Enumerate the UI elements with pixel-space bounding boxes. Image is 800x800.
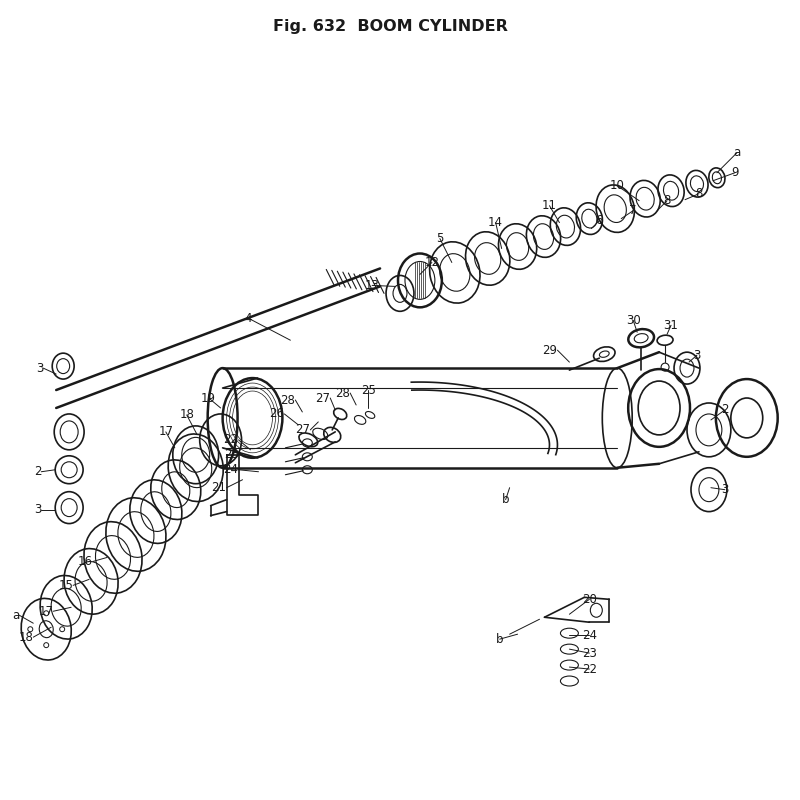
- Text: 24: 24: [582, 629, 597, 642]
- Text: 22: 22: [223, 434, 238, 446]
- Text: a: a: [12, 609, 19, 622]
- Text: 18: 18: [179, 409, 194, 422]
- Text: 11: 11: [542, 199, 557, 212]
- Text: 28: 28: [335, 386, 350, 399]
- Text: 22: 22: [582, 662, 597, 675]
- Text: 23: 23: [582, 646, 597, 660]
- Text: 31: 31: [664, 318, 678, 332]
- Text: 6: 6: [595, 214, 603, 227]
- Text: 21: 21: [212, 481, 226, 494]
- Text: b: b: [496, 633, 503, 646]
- Text: 13: 13: [365, 279, 379, 292]
- Text: 25: 25: [361, 383, 375, 397]
- Text: 2: 2: [34, 466, 42, 478]
- Text: 27: 27: [315, 391, 330, 405]
- Text: 9: 9: [731, 166, 738, 179]
- Text: 23: 23: [224, 448, 238, 462]
- Text: 12: 12: [424, 256, 439, 269]
- Text: b: b: [502, 493, 510, 506]
- Text: 16: 16: [78, 555, 93, 568]
- Text: 17: 17: [158, 426, 174, 438]
- Text: 20: 20: [582, 593, 597, 606]
- Text: 2: 2: [721, 403, 729, 417]
- Text: 24: 24: [223, 463, 238, 476]
- Text: 29: 29: [542, 344, 558, 357]
- Text: 7: 7: [630, 204, 637, 217]
- Text: 28: 28: [281, 394, 295, 406]
- Text: 18: 18: [18, 630, 34, 644]
- Text: a: a: [734, 146, 741, 159]
- Text: 3: 3: [34, 503, 42, 516]
- Text: 10: 10: [610, 179, 625, 192]
- Text: 8: 8: [663, 194, 670, 207]
- Text: 3: 3: [36, 362, 43, 374]
- Text: 8: 8: [695, 187, 702, 200]
- Text: 4: 4: [245, 312, 252, 325]
- Text: 27: 27: [295, 423, 310, 436]
- Text: 3: 3: [721, 483, 729, 496]
- Text: 19: 19: [201, 391, 216, 405]
- Text: 30: 30: [626, 314, 641, 326]
- Text: Fig. 632  BOOM CYLINDER: Fig. 632 BOOM CYLINDER: [273, 19, 507, 34]
- Text: 17: 17: [38, 605, 54, 618]
- Text: 5: 5: [436, 232, 443, 245]
- Text: 15: 15: [58, 579, 73, 592]
- Text: 26: 26: [270, 407, 285, 421]
- Text: 3: 3: [694, 349, 701, 362]
- Text: 14: 14: [488, 216, 503, 229]
